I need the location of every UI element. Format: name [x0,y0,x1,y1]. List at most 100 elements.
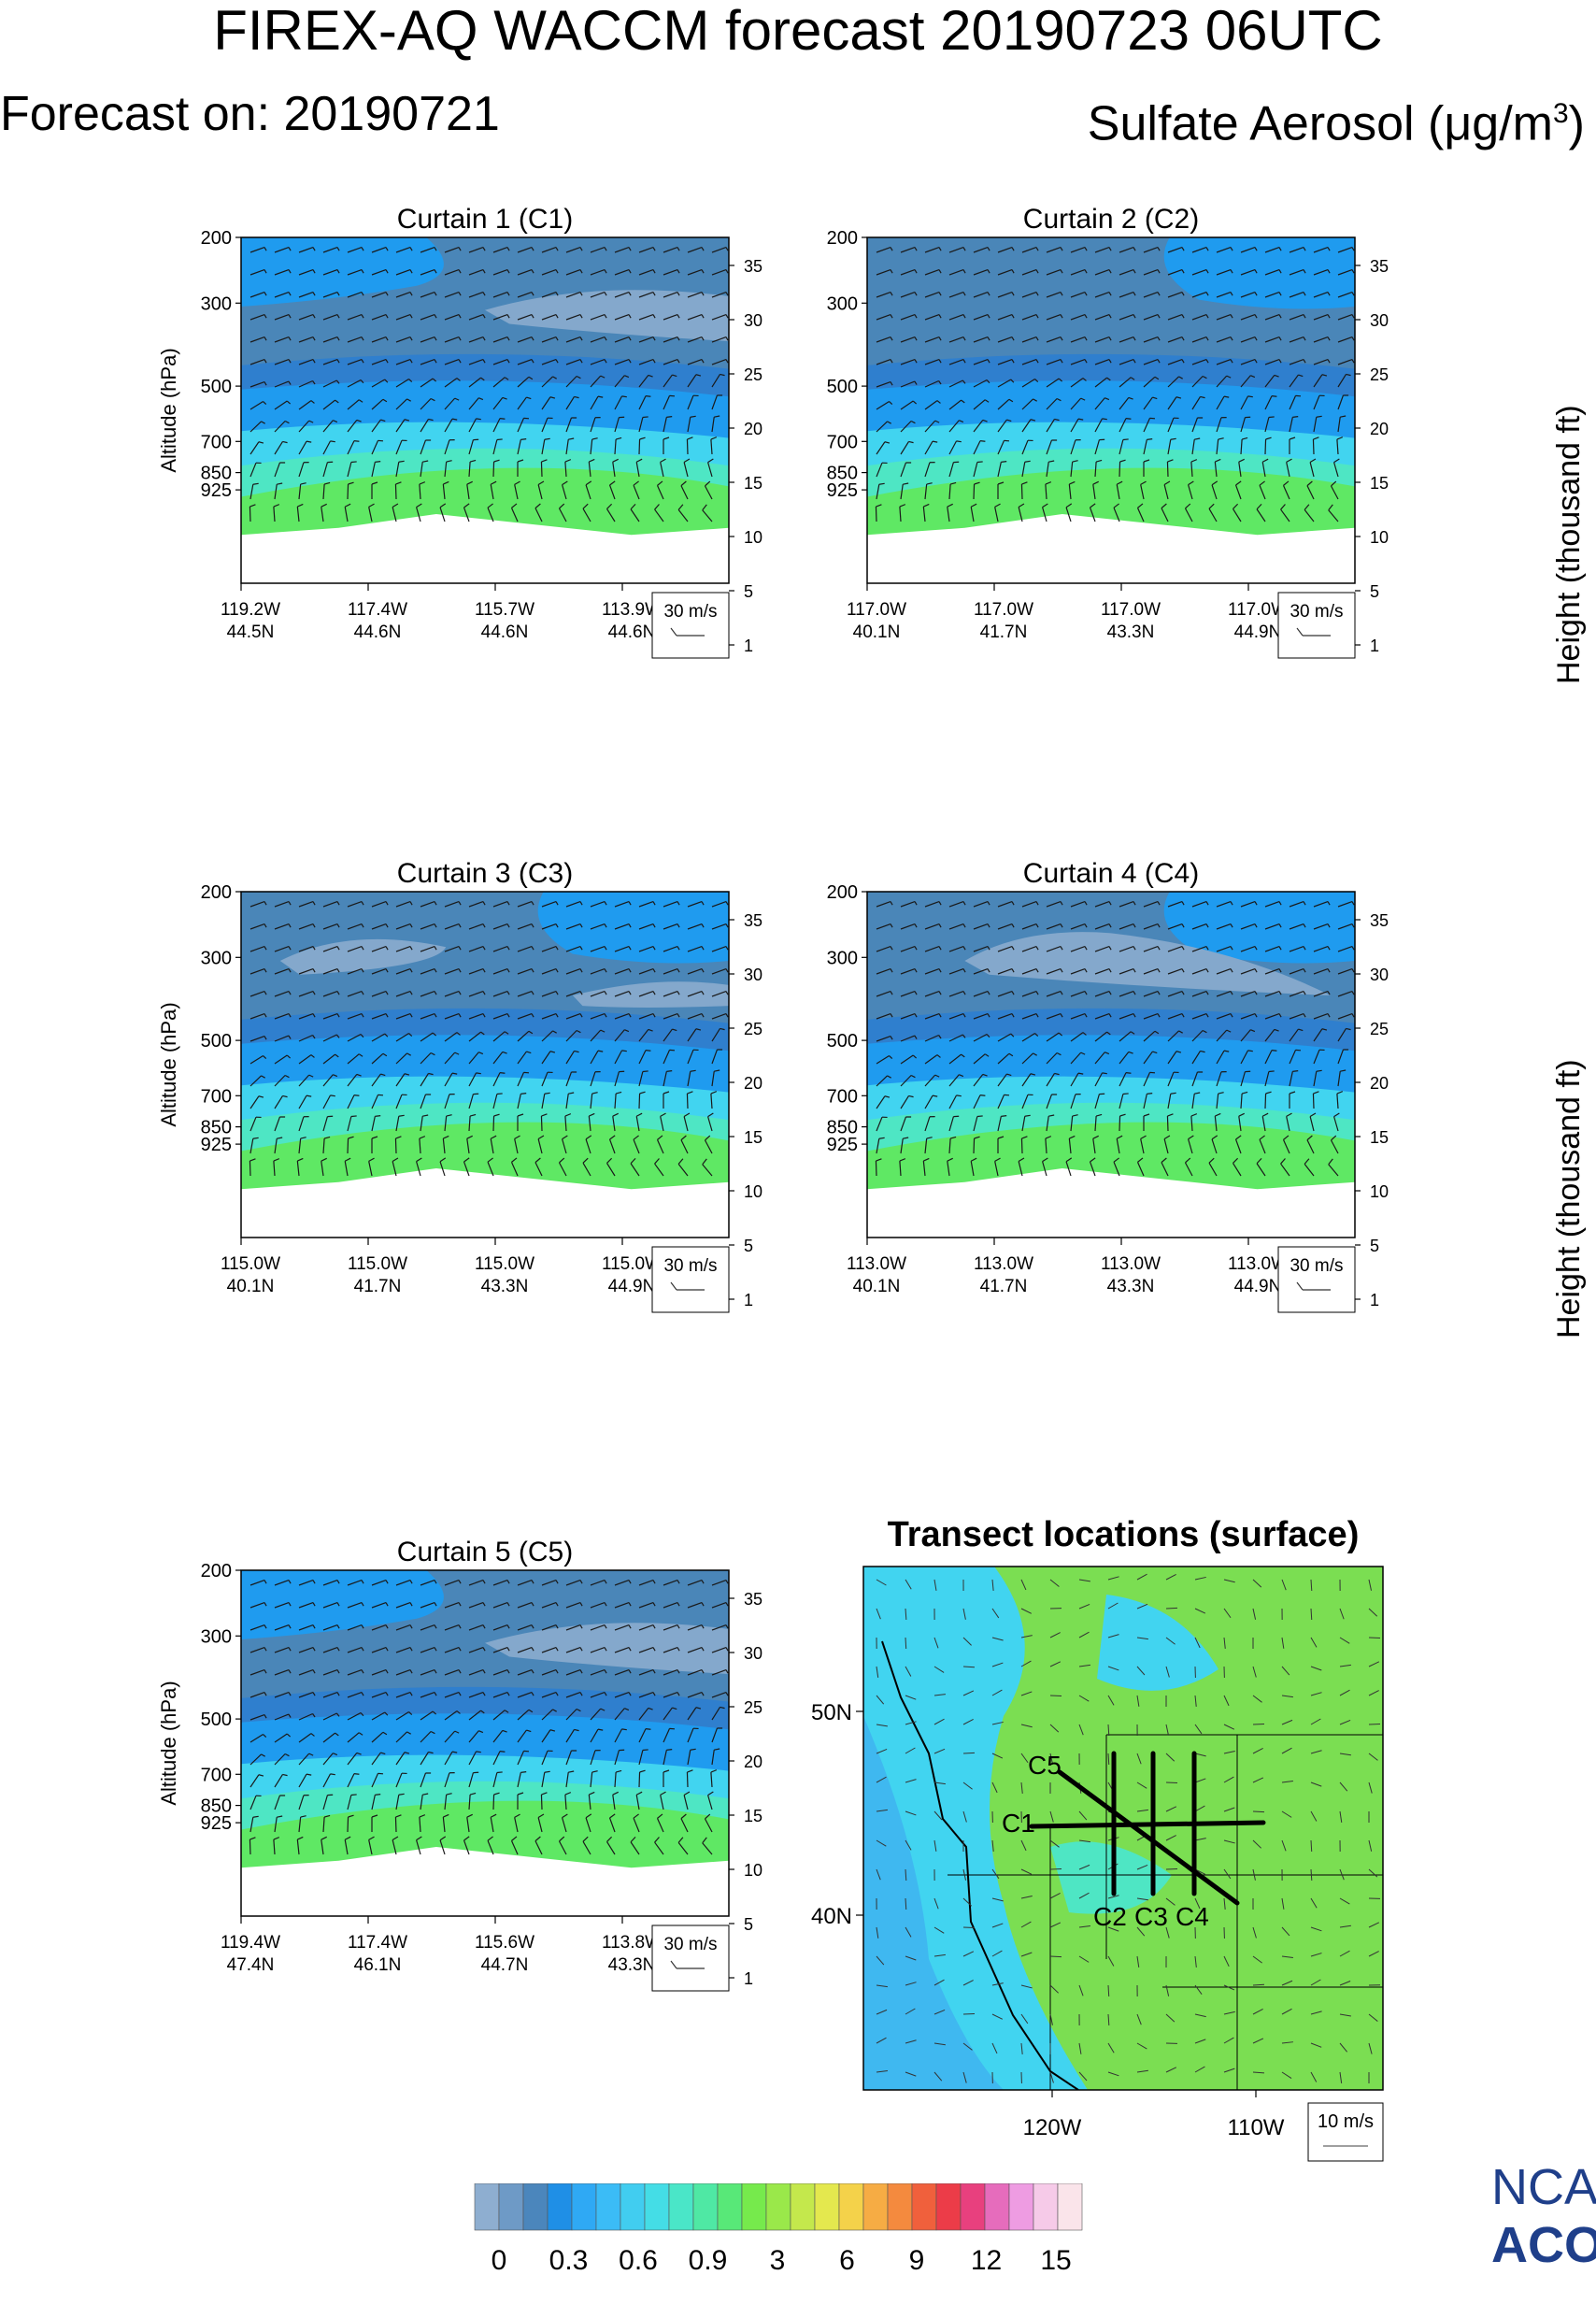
x-tick-lon: 115.7W [475,600,534,620]
colorbar-tick-label: 0.9 [689,2245,728,2276]
pressure-tick-label: 300 [827,293,858,314]
colorbar-swatch [645,2183,669,2230]
pressure-tick-label: 925 [201,1813,232,1834]
height-tick-label: 20 [1370,420,1389,438]
lat-tick-label: 50N [811,1700,852,1725]
x-tick-lon: 113.0W [974,1254,1033,1274]
x-tick-lon: 117.4W [348,600,407,620]
lon-tick-label: 110W [1228,2115,1285,2140]
pressure-tick-label: 500 [827,377,858,397]
pressure-tick-label: 200 [201,882,232,903]
transect-label: C1 [1002,1809,1035,1838]
x-tick-lat: 41.7N [354,1277,402,1296]
curtain-title: Curtain 3 (C3) [397,858,573,889]
x-tick-lat: 43.3N [608,1955,656,1975]
x-tick-lat: 44.9N [1234,1277,1282,1296]
colorbar-swatch [475,2183,499,2230]
height-tick-label: 1 [1370,637,1379,655]
pressure-tick-label: 925 [827,1135,858,1155]
wind-reference-label: 30 m/s [1290,602,1343,622]
colorbar-swatch [839,2183,863,2230]
x-tick-lon: 119.2W [221,600,280,620]
height-tick-label: 30 [744,1644,762,1663]
colorbar-swatch [888,2183,912,2230]
colorbar-swatch [1058,2183,1082,2230]
x-tick-lat: 44.6N [354,622,402,642]
pressure-tick-label: 700 [201,1086,232,1107]
logo-text-bottom: ACO [1491,2217,1596,2273]
pressure-tick-label: 700 [201,432,232,452]
y-axis-label: Altitude (hPa) [157,348,180,472]
colorbar-swatch [936,2183,961,2230]
curtain-title: Curtain 2 (C2) [1023,204,1199,235]
colorbar-swatch [669,2183,693,2230]
pressure-tick-label: 700 [827,1086,858,1107]
x-tick-lat: 40.1N [227,1277,275,1296]
curtain-plot: Curtain 5 (C5)20030050070085092535302520… [131,1529,710,2053]
height-tick-label: 35 [1370,257,1389,276]
curtain-plot: Curtain 1 (C1)20030050070085092535302520… [131,196,710,720]
wind-reference-label: 10 m/s [1318,2111,1374,2132]
x-tick-lon: 113.0W [847,1254,906,1274]
x-tick-lon: 117.0W [1101,600,1161,620]
transect-label: C3 [1134,1902,1168,1931]
main-title: FIREX-AQ WACCM forecast 20190723 06UTC [0,0,1596,62]
x-tick-lon: 115.0W [348,1254,407,1274]
height-tick-label: 15 [744,1807,762,1825]
wind-reference: 30 m/s [652,1925,729,1991]
pressure-tick-label: 300 [201,293,232,314]
x-tick-lat: 43.3N [1107,1277,1155,1296]
height-tick-label: 5 [1370,582,1379,601]
colorbar-swatch [985,2183,1009,2230]
forecast-date: Forecast on: 20190721 [0,86,500,142]
pressure-tick-label: 200 [201,1561,232,1581]
height-tick-label: 1 [744,1291,753,1309]
colorbar-swatch [961,2183,985,2230]
x-tick-lat: 44.6N [481,622,529,642]
y-axis-label: Altitude (hPa) [157,1681,180,1805]
variable-label: Sulfate Aerosol (μg/m3) [1088,86,1585,151]
colorbar-swatch [620,2183,645,2230]
pressure-tick-label: 925 [827,480,858,501]
curtain-plot: Curtain 2 (C2)20030050070085092535302520… [757,196,1336,720]
x-tick-lon: 115.0W [221,1254,280,1274]
map-title: Transect locations (surface) [888,1515,1360,1554]
x-tick-lat: 47.4N [227,1955,275,1975]
colorbar-swatch [523,2183,548,2230]
colorbar-swatch [742,2183,766,2230]
height-axis-label-row1: Height (thousand ft) [1551,405,1588,684]
x-tick-lat: 44.6N [608,622,656,642]
transect-label: C2 [1093,1902,1127,1931]
pressure-tick-label: 200 [827,882,858,903]
height-tick-label: 20 [1370,1074,1389,1093]
x-tick-lat: 46.1N [354,1955,402,1975]
wind-reference-label: 30 m/s [663,1256,717,1276]
pressure-tick-label: 300 [201,948,232,968]
wind-reference: 30 m/s [1278,593,1355,658]
x-tick-lat: 44.5N [227,622,275,642]
wind-reference: 30 m/s [652,1247,729,1312]
pressure-tick-label: 925 [201,1135,232,1155]
colorbar-swatch [596,2183,620,2230]
variable-superscript: 3 [1553,98,1569,129]
x-tick-lat: 41.7N [980,1277,1028,1296]
height-tick-label: 25 [744,1698,762,1717]
x-tick-lat: 44.9N [608,1277,656,1296]
x-tick-lat: 44.7N [481,1955,529,1975]
x-tick-lon: 115.0W [475,1254,534,1274]
height-tick-label: 25 [1370,365,1389,384]
height-tick-label: 1 [744,637,753,655]
pressure-tick-label: 500 [201,1031,232,1052]
colorbar-tick-label: 3 [770,2245,786,2276]
variable-close: ) [1569,96,1585,150]
pressure-tick-label: 700 [827,432,858,452]
x-tick-lat: 40.1N [853,1277,901,1296]
colorbar-swatch [572,2183,596,2230]
x-tick-lat: 44.9N [1234,622,1282,642]
